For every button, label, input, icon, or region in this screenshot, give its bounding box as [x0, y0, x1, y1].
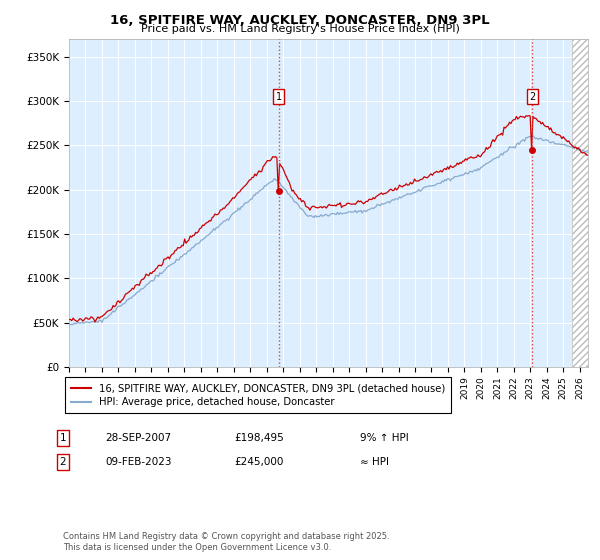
Text: 9% ↑ HPI: 9% ↑ HPI [360, 433, 409, 443]
Text: ≈ HPI: ≈ HPI [360, 457, 389, 467]
Text: 28-SEP-2007: 28-SEP-2007 [105, 433, 171, 443]
Text: 1: 1 [59, 433, 67, 443]
Text: 09-FEB-2023: 09-FEB-2023 [105, 457, 172, 467]
Text: 2: 2 [59, 457, 67, 467]
Text: 16, SPITFIRE WAY, AUCKLEY, DONCASTER, DN9 3PL: 16, SPITFIRE WAY, AUCKLEY, DONCASTER, DN… [110, 14, 490, 27]
Text: £198,495: £198,495 [234, 433, 284, 443]
Text: Contains HM Land Registry data © Crown copyright and database right 2025.
This d: Contains HM Land Registry data © Crown c… [63, 532, 389, 552]
Bar [572, 39, 588, 367]
Text: Price paid vs. HM Land Registry's House Price Index (HPI): Price paid vs. HM Land Registry's House … [140, 24, 460, 34]
Legend: 16, SPITFIRE WAY, AUCKLEY, DONCASTER, DN9 3PL (detached house), HPI: Average pri: 16, SPITFIRE WAY, AUCKLEY, DONCASTER, DN… [65, 377, 451, 413]
Bar [572, 39, 588, 367]
Text: 1: 1 [276, 92, 282, 102]
Text: 2: 2 [529, 92, 535, 102]
Text: £245,000: £245,000 [234, 457, 283, 467]
